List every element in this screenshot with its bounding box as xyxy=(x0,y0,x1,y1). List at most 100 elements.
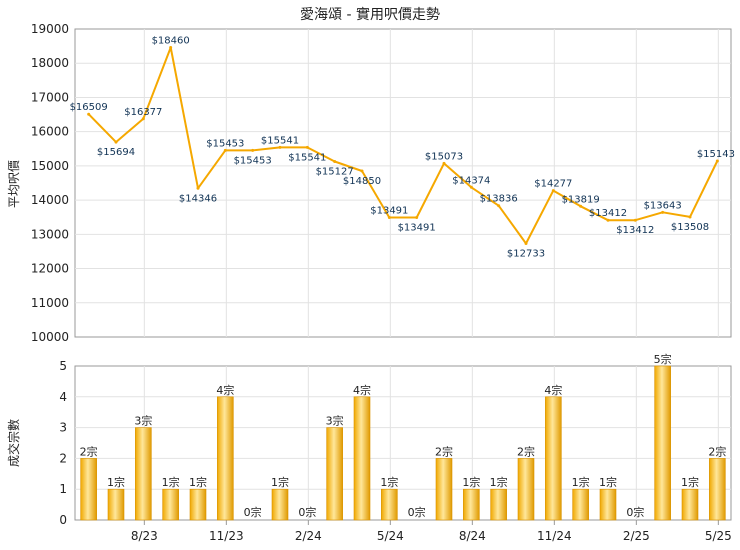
bar xyxy=(217,396,234,521)
line-data-label: $15541 xyxy=(288,152,326,163)
bar-y-tick-label: 2 xyxy=(59,451,67,465)
bar xyxy=(80,458,97,521)
bar-data-label: 1宗 xyxy=(599,475,617,489)
bar xyxy=(326,427,343,521)
line-point xyxy=(442,161,446,165)
line-data-label: $13412 xyxy=(616,225,654,236)
line-y-tick-label: 16000 xyxy=(31,125,69,139)
bar xyxy=(271,488,289,521)
line-y-tick-label: 12000 xyxy=(31,262,69,276)
bar-y-tick-label: 0 xyxy=(59,513,67,527)
bar-data-label: 4宗 xyxy=(544,383,562,397)
bar xyxy=(135,427,152,521)
bar-data-label: 3宗 xyxy=(134,414,152,428)
line-data-label: $16509 xyxy=(70,102,108,113)
line-data-label: $15541 xyxy=(261,135,299,146)
line-data-label: $15694 xyxy=(97,147,135,158)
bar-data-label: 3宗 xyxy=(326,414,344,428)
bar xyxy=(517,458,535,521)
line-point xyxy=(223,148,227,152)
bar-data-label: 1宗 xyxy=(681,475,699,489)
bar-data-label: 1宗 xyxy=(462,475,480,489)
bar-data-label: 0宗 xyxy=(626,505,644,519)
line-point xyxy=(579,204,583,208)
bar-data-label: 2宗 xyxy=(708,444,726,458)
line-point xyxy=(305,145,309,149)
line-y-tick-label: 13000 xyxy=(31,227,69,241)
line-point xyxy=(360,169,364,173)
line-point xyxy=(87,112,91,116)
bar-data-label: 0宗 xyxy=(298,505,316,519)
bar-data-label: 5宗 xyxy=(654,352,672,366)
line-point xyxy=(278,145,282,149)
line-point xyxy=(551,189,555,193)
line-point xyxy=(606,218,610,222)
line-data-label: $14277 xyxy=(534,179,572,190)
line-data-label: $14346 xyxy=(179,193,217,204)
line-data-label: $15143 xyxy=(697,149,735,160)
x-tick-label: 2/25 xyxy=(623,529,650,543)
bar xyxy=(681,488,699,521)
bar-data-label: 1宗 xyxy=(572,475,590,489)
line-point xyxy=(415,216,419,220)
bar-y-tick-label: 4 xyxy=(59,390,67,404)
bar xyxy=(599,488,617,521)
line-point xyxy=(251,148,255,152)
bar xyxy=(381,488,398,521)
line-data-label: $15073 xyxy=(425,151,463,162)
bar-data-label: 4宗 xyxy=(216,383,234,397)
x-tick-label: 8/24 xyxy=(459,529,486,543)
bar xyxy=(189,488,207,521)
line-point xyxy=(169,45,173,49)
bar xyxy=(490,488,507,521)
line-point xyxy=(196,186,200,190)
line-data-label: $12733 xyxy=(507,248,545,259)
bar xyxy=(162,488,179,521)
bar-data-label: 1宗 xyxy=(189,475,207,489)
bar-data-label: 0宗 xyxy=(408,505,426,519)
bar-data-label: 1宗 xyxy=(107,475,125,489)
line-data-label: $16377 xyxy=(124,107,162,118)
line-data-label: $14850 xyxy=(343,176,381,187)
line-y-tick-label: 14000 xyxy=(31,193,69,207)
line-point xyxy=(661,210,665,214)
line-data-label: $13508 xyxy=(671,222,709,233)
line-data-label: $13819 xyxy=(562,194,600,205)
line-y-axis-label: 平均呎價 xyxy=(7,160,21,208)
bar xyxy=(463,488,480,521)
line-data-label: $13836 xyxy=(480,194,518,205)
bar-data-label: 1宗 xyxy=(162,475,180,489)
bar-data-label: 2宗 xyxy=(80,444,98,458)
bar-data-label: 1宗 xyxy=(490,475,508,489)
x-tick-label: 11/24 xyxy=(537,529,572,543)
bar xyxy=(572,488,589,521)
bar xyxy=(353,396,371,521)
line-data-label: $18460 xyxy=(152,35,190,46)
line-series-path xyxy=(87,46,719,245)
bar-plot-area xyxy=(74,365,732,521)
x-tick-label: 5/25 xyxy=(705,529,732,543)
bar xyxy=(435,458,453,521)
line-plot-area xyxy=(74,28,732,338)
bar xyxy=(709,458,726,521)
bar xyxy=(654,365,671,521)
x-tick-label: 11/23 xyxy=(209,529,244,543)
bar xyxy=(545,396,562,521)
line-y-tick-label: 17000 xyxy=(31,90,69,104)
bar-data-label: 2宗 xyxy=(517,444,535,458)
bar xyxy=(107,488,125,521)
line-y-tick-label: 10000 xyxy=(31,330,69,344)
line-point xyxy=(141,117,145,121)
line-y-tick-label: 15000 xyxy=(31,159,69,173)
bar-y-axis-label: 成交宗數 xyxy=(6,419,21,467)
bar-data-label: 1宗 xyxy=(271,475,289,489)
line-point xyxy=(715,159,719,163)
line-point xyxy=(688,215,692,219)
x-tick-label: 2/24 xyxy=(295,529,322,543)
bar-data-label: 0宗 xyxy=(244,505,262,519)
line-point xyxy=(633,218,637,222)
bar-y-tick-label: 1 xyxy=(59,482,67,496)
line-data-label: $15453 xyxy=(206,138,244,149)
